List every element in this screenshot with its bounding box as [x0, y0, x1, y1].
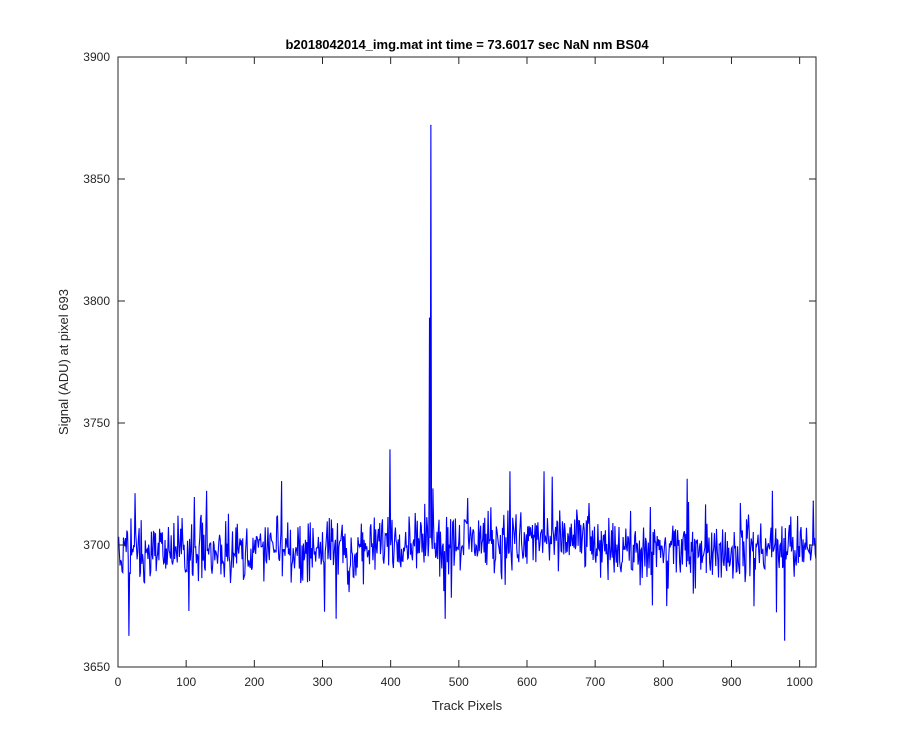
signal-point	[335, 617, 337, 619]
x-tick-label: 0	[115, 675, 122, 689]
signal-trace-line	[118, 125, 817, 641]
signal-point	[771, 490, 773, 492]
x-tick-label: 500	[449, 675, 469, 689]
y-tick-label: 3850	[83, 172, 110, 186]
signal-point	[430, 124, 432, 126]
data-layer	[118, 124, 817, 641]
y-tick-label: 3800	[83, 294, 110, 308]
x-tick-label: 800	[653, 675, 673, 689]
signal-point	[128, 634, 130, 636]
signal-point	[134, 493, 136, 495]
y-tick-label: 3750	[83, 416, 110, 430]
x-tick-label: 900	[721, 675, 741, 689]
plot-area	[118, 57, 816, 667]
signal-point	[280, 480, 283, 483]
x-tick-label: 700	[585, 675, 605, 689]
y-axis-ticks: 3650 3700 3750 3800 3850 3900	[83, 50, 816, 674]
x-tick-label: 300	[312, 675, 332, 689]
signal-point	[389, 449, 391, 451]
x-tick-label: 400	[381, 675, 401, 689]
signal-point	[206, 490, 208, 492]
y-tick-label: 3700	[83, 538, 110, 552]
x-tick-label: 100	[176, 675, 196, 689]
axes-box	[117, 56, 817, 668]
x-axis-ticks: 0 100 200 300 400 500 600 700 800 900 1000	[115, 57, 813, 689]
x-axis-label: Track Pixels	[432, 698, 503, 713]
chart-title: b2018042014_img.mat int time = 73.6017 s…	[285, 37, 649, 52]
x-tick-label: 200	[244, 675, 264, 689]
signal-point	[784, 639, 786, 641]
x-tick-label: 600	[517, 675, 537, 689]
signal-point	[509, 471, 511, 473]
signal-point	[428, 317, 431, 319]
y-tick-label: 3900	[83, 50, 110, 64]
signal-point	[543, 471, 545, 473]
y-axis-label: Signal (ADU) at pixel 693	[56, 289, 71, 435]
signal-point	[812, 500, 814, 502]
signal-point	[444, 617, 446, 619]
y-tick-label: 3650	[83, 660, 110, 674]
x-tick-label: 1000	[786, 675, 813, 689]
